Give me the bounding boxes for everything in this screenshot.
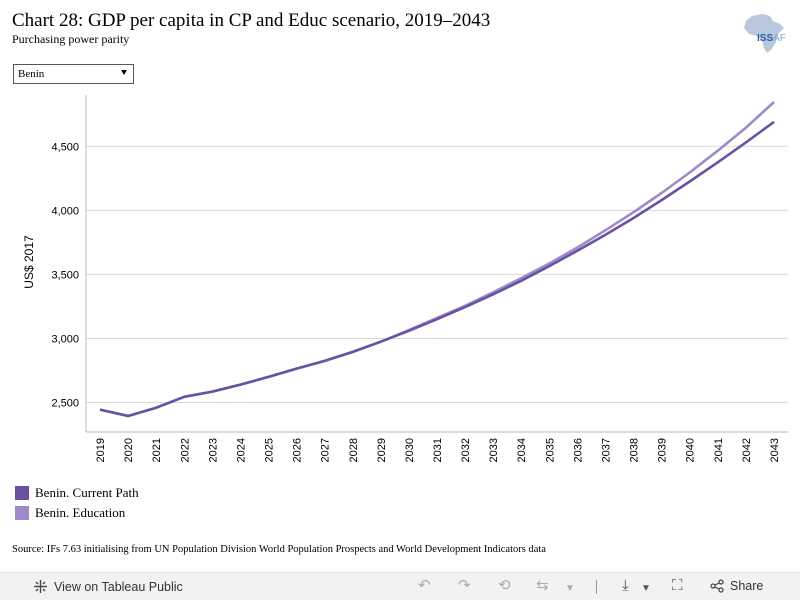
legend-swatch (15, 506, 29, 520)
country-select[interactable]: Benin (13, 64, 134, 84)
x-tick-label: 2032 (460, 438, 472, 462)
grid-lines (86, 145, 788, 404)
series-line-1[interactable] (99, 101, 775, 418)
chevron-down-icon[interactable]: ▼ (565, 583, 575, 594)
x-tick-label: 2037 (600, 438, 612, 462)
country-select-value: Benin (18, 68, 45, 80)
view-on-tableau-link[interactable]: View on Tableau Public (33, 579, 183, 594)
x-tick-label: 2024 (235, 438, 247, 462)
legend-item-current-path[interactable]: Benin. Current Path (15, 483, 139, 503)
y-tick-label: 4,000 (51, 205, 79, 217)
redo-icon[interactable]: ↷ (458, 577, 471, 594)
chevron-down-icon[interactable]: ▼ (641, 583, 651, 594)
view-on-tableau-label: View on Tableau Public (54, 579, 183, 594)
chart-subtitle: Purchasing power parity (12, 32, 130, 46)
x-tick-label: 2041 (713, 438, 725, 462)
share-button[interactable]: Share (710, 579, 763, 593)
x-tick-label: 2033 (488, 438, 500, 462)
y-axis-label: US$ 2017 (22, 235, 36, 289)
x-tick-label: 2040 (685, 438, 697, 462)
series-lines (99, 101, 775, 418)
iss-logo-text: ISSAF (757, 33, 786, 44)
legend-label: Benin. Education (35, 505, 126, 520)
x-tick-label: 2022 (179, 438, 191, 462)
legend-item-education[interactable]: Benin. Education (15, 503, 139, 523)
toolbar-divider (596, 580, 597, 594)
x-tick-label: 2027 (320, 438, 332, 462)
series-line-0[interactable] (99, 120, 775, 418)
chevron-down-icon (121, 70, 127, 75)
x-tick-label: 2034 (516, 438, 528, 462)
x-tick-label: 2023 (207, 438, 219, 462)
revert-icon[interactable]: ⟲ (498, 577, 511, 594)
y-tick-label: 3,000 (51, 333, 79, 345)
x-tick-label: 2035 (544, 438, 556, 462)
x-tick-label: 2031 (432, 438, 444, 462)
legend: Benin. Current Path Benin. Education (15, 483, 139, 523)
x-tick-label: 2025 (264, 438, 276, 462)
x-tick-label: 2030 (404, 438, 416, 462)
legend-label: Benin. Current Path (35, 485, 139, 500)
y-axis: 2,500 3,000 3,500 4,000 4,500 (51, 95, 87, 432)
tableau-toolbar: View on Tableau Public ↶ ↷ ⟲ ⇆ ▼ ⤓ ▼ ⛶ S… (0, 572, 800, 600)
download-icon[interactable]: ⤓ (622, 577, 629, 594)
x-tick-label: 2021 (151, 438, 163, 462)
undo-icon[interactable]: ↶ (418, 577, 431, 594)
x-tick-label: 2043 (769, 438, 781, 462)
x-tick-label: 2020 (123, 438, 135, 462)
fullscreen-icon[interactable]: ⛶ (672, 577, 683, 594)
tableau-logo-icon (34, 580, 47, 593)
share-label: Share (730, 579, 764, 593)
x-tick-label: 2028 (348, 438, 360, 462)
x-tick-label: 2026 (292, 438, 304, 462)
x-tick-label: 2019 (95, 438, 107, 462)
y-tick-label: 3,500 (51, 269, 79, 281)
x-tick-label: 2029 (376, 438, 388, 462)
x-axis: 2019 2020 2021 2022 2023 2024 2025 2026 2027 2028… (86, 431, 788, 462)
source-note: Source: IFs 7.63 initialising from UN Po… (12, 544, 546, 555)
chart-title: Chart 28: GDP per capita in CP and Educ … (12, 10, 491, 31)
refresh-icon[interactable]: ⇆ (536, 577, 549, 594)
africa-map-logo-icon (744, 14, 784, 53)
share-icon (710, 579, 724, 593)
y-tick-label: 4,500 (51, 141, 79, 153)
x-tick-label: 2042 (741, 438, 753, 462)
y-tick-label: 2,500 (51, 398, 79, 410)
x-tick-label: 2038 (629, 438, 641, 462)
x-tick-label: 2036 (572, 438, 584, 462)
x-tick-label: 2039 (657, 438, 669, 462)
legend-swatch (15, 486, 29, 500)
